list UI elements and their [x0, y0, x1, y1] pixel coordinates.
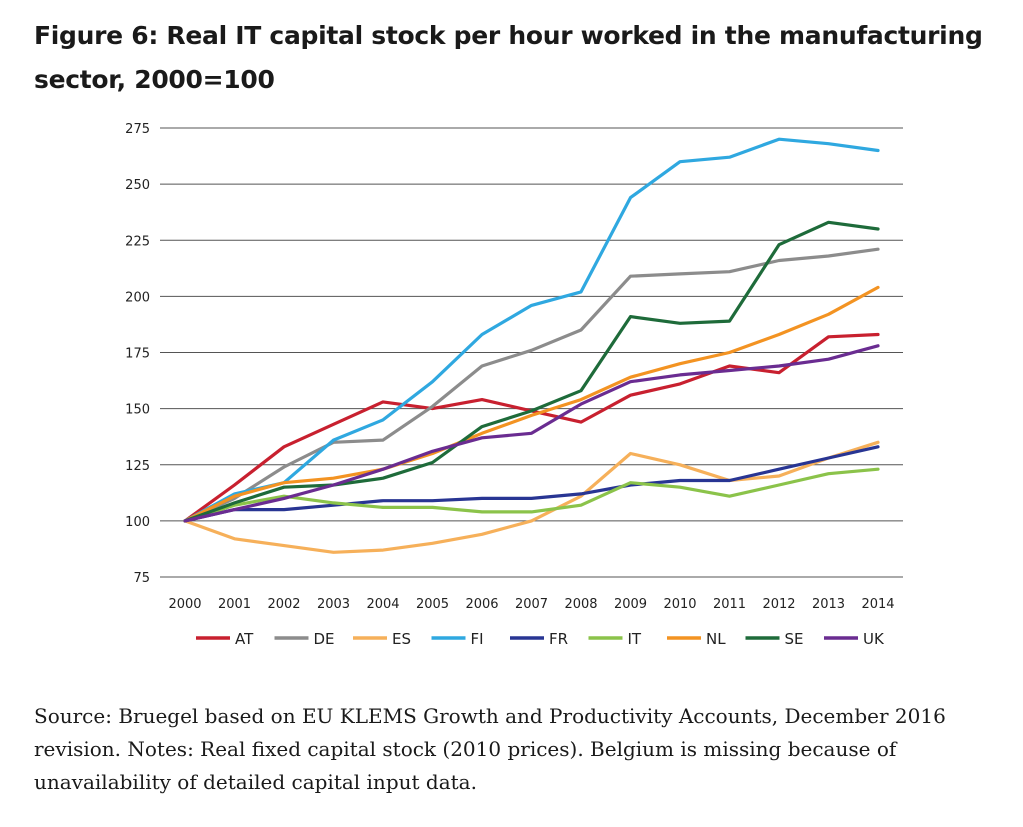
y-tick-label: 200	[125, 290, 150, 305]
legend-label-se: SE	[785, 630, 804, 648]
y-axis-ticks: 75 100 125 150 175 200 225 250 275	[125, 122, 150, 586]
x-tick-label: 2004	[366, 597, 399, 612]
figure-caption: Source: Bruegel based on EU KLEMS Growth…	[34, 704, 946, 794]
y-tick-label: 75	[133, 571, 150, 586]
legend-label-nl: NL	[706, 630, 726, 648]
legend-label-fi: FI	[471, 630, 484, 648]
x-tick-label: 2007	[515, 597, 548, 612]
series-lines	[183, 137, 880, 554]
series-line-fi	[183, 137, 880, 523]
series-line-nl	[183, 285, 880, 523]
y-tick-label: 225	[125, 234, 150, 249]
legend-label-fr: FR	[549, 630, 568, 648]
x-axis-ticks: 2000 2001 2002 2003 2004 2005 2006 2007 2008 2009…	[168, 597, 894, 612]
figure-title: Figure 6: Real IT capital stock per hour…	[34, 21, 983, 94]
y-tick-label: 150	[125, 403, 150, 418]
x-tick-label: 2005	[416, 597, 449, 612]
x-tick-label: 2010	[663, 597, 696, 612]
series-line-at	[183, 332, 880, 523]
x-tick-label: 2002	[267, 597, 300, 612]
y-tick-label: 125	[125, 459, 150, 474]
legend-label-de: DE	[314, 630, 335, 648]
x-tick-label: 2014	[861, 597, 894, 612]
series-line-de	[183, 247, 880, 523]
y-tick-label: 175	[125, 347, 150, 362]
series-line-fr	[183, 445, 880, 523]
x-tick-label: 2011	[713, 597, 746, 612]
x-tick-label: 2013	[812, 597, 845, 612]
x-tick-label: 2006	[465, 597, 498, 612]
series-line-it	[183, 467, 880, 523]
y-tick-label: 100	[125, 515, 150, 530]
y-tick-label: 275	[125, 122, 150, 137]
series-line-uk	[183, 344, 880, 523]
legend: AT DE ES FI FR IT NL SE UK	[196, 630, 885, 648]
series-line-se	[183, 220, 880, 523]
y-tick-label: 250	[125, 178, 150, 193]
legend-label-uk: UK	[863, 630, 885, 648]
gridlines	[160, 127, 903, 578]
series-line-es	[183, 440, 880, 554]
x-tick-label: 2003	[317, 597, 350, 612]
legend-label-at: AT	[235, 630, 254, 648]
x-tick-label: 2001	[218, 597, 251, 612]
x-tick-label: 2008	[564, 597, 597, 612]
legend-label-it: IT	[628, 630, 642, 648]
x-tick-label: 2000	[168, 597, 201, 612]
x-tick-label: 2012	[762, 597, 795, 612]
x-tick-label: 2009	[614, 597, 647, 612]
legend-label-es: ES	[392, 630, 411, 648]
